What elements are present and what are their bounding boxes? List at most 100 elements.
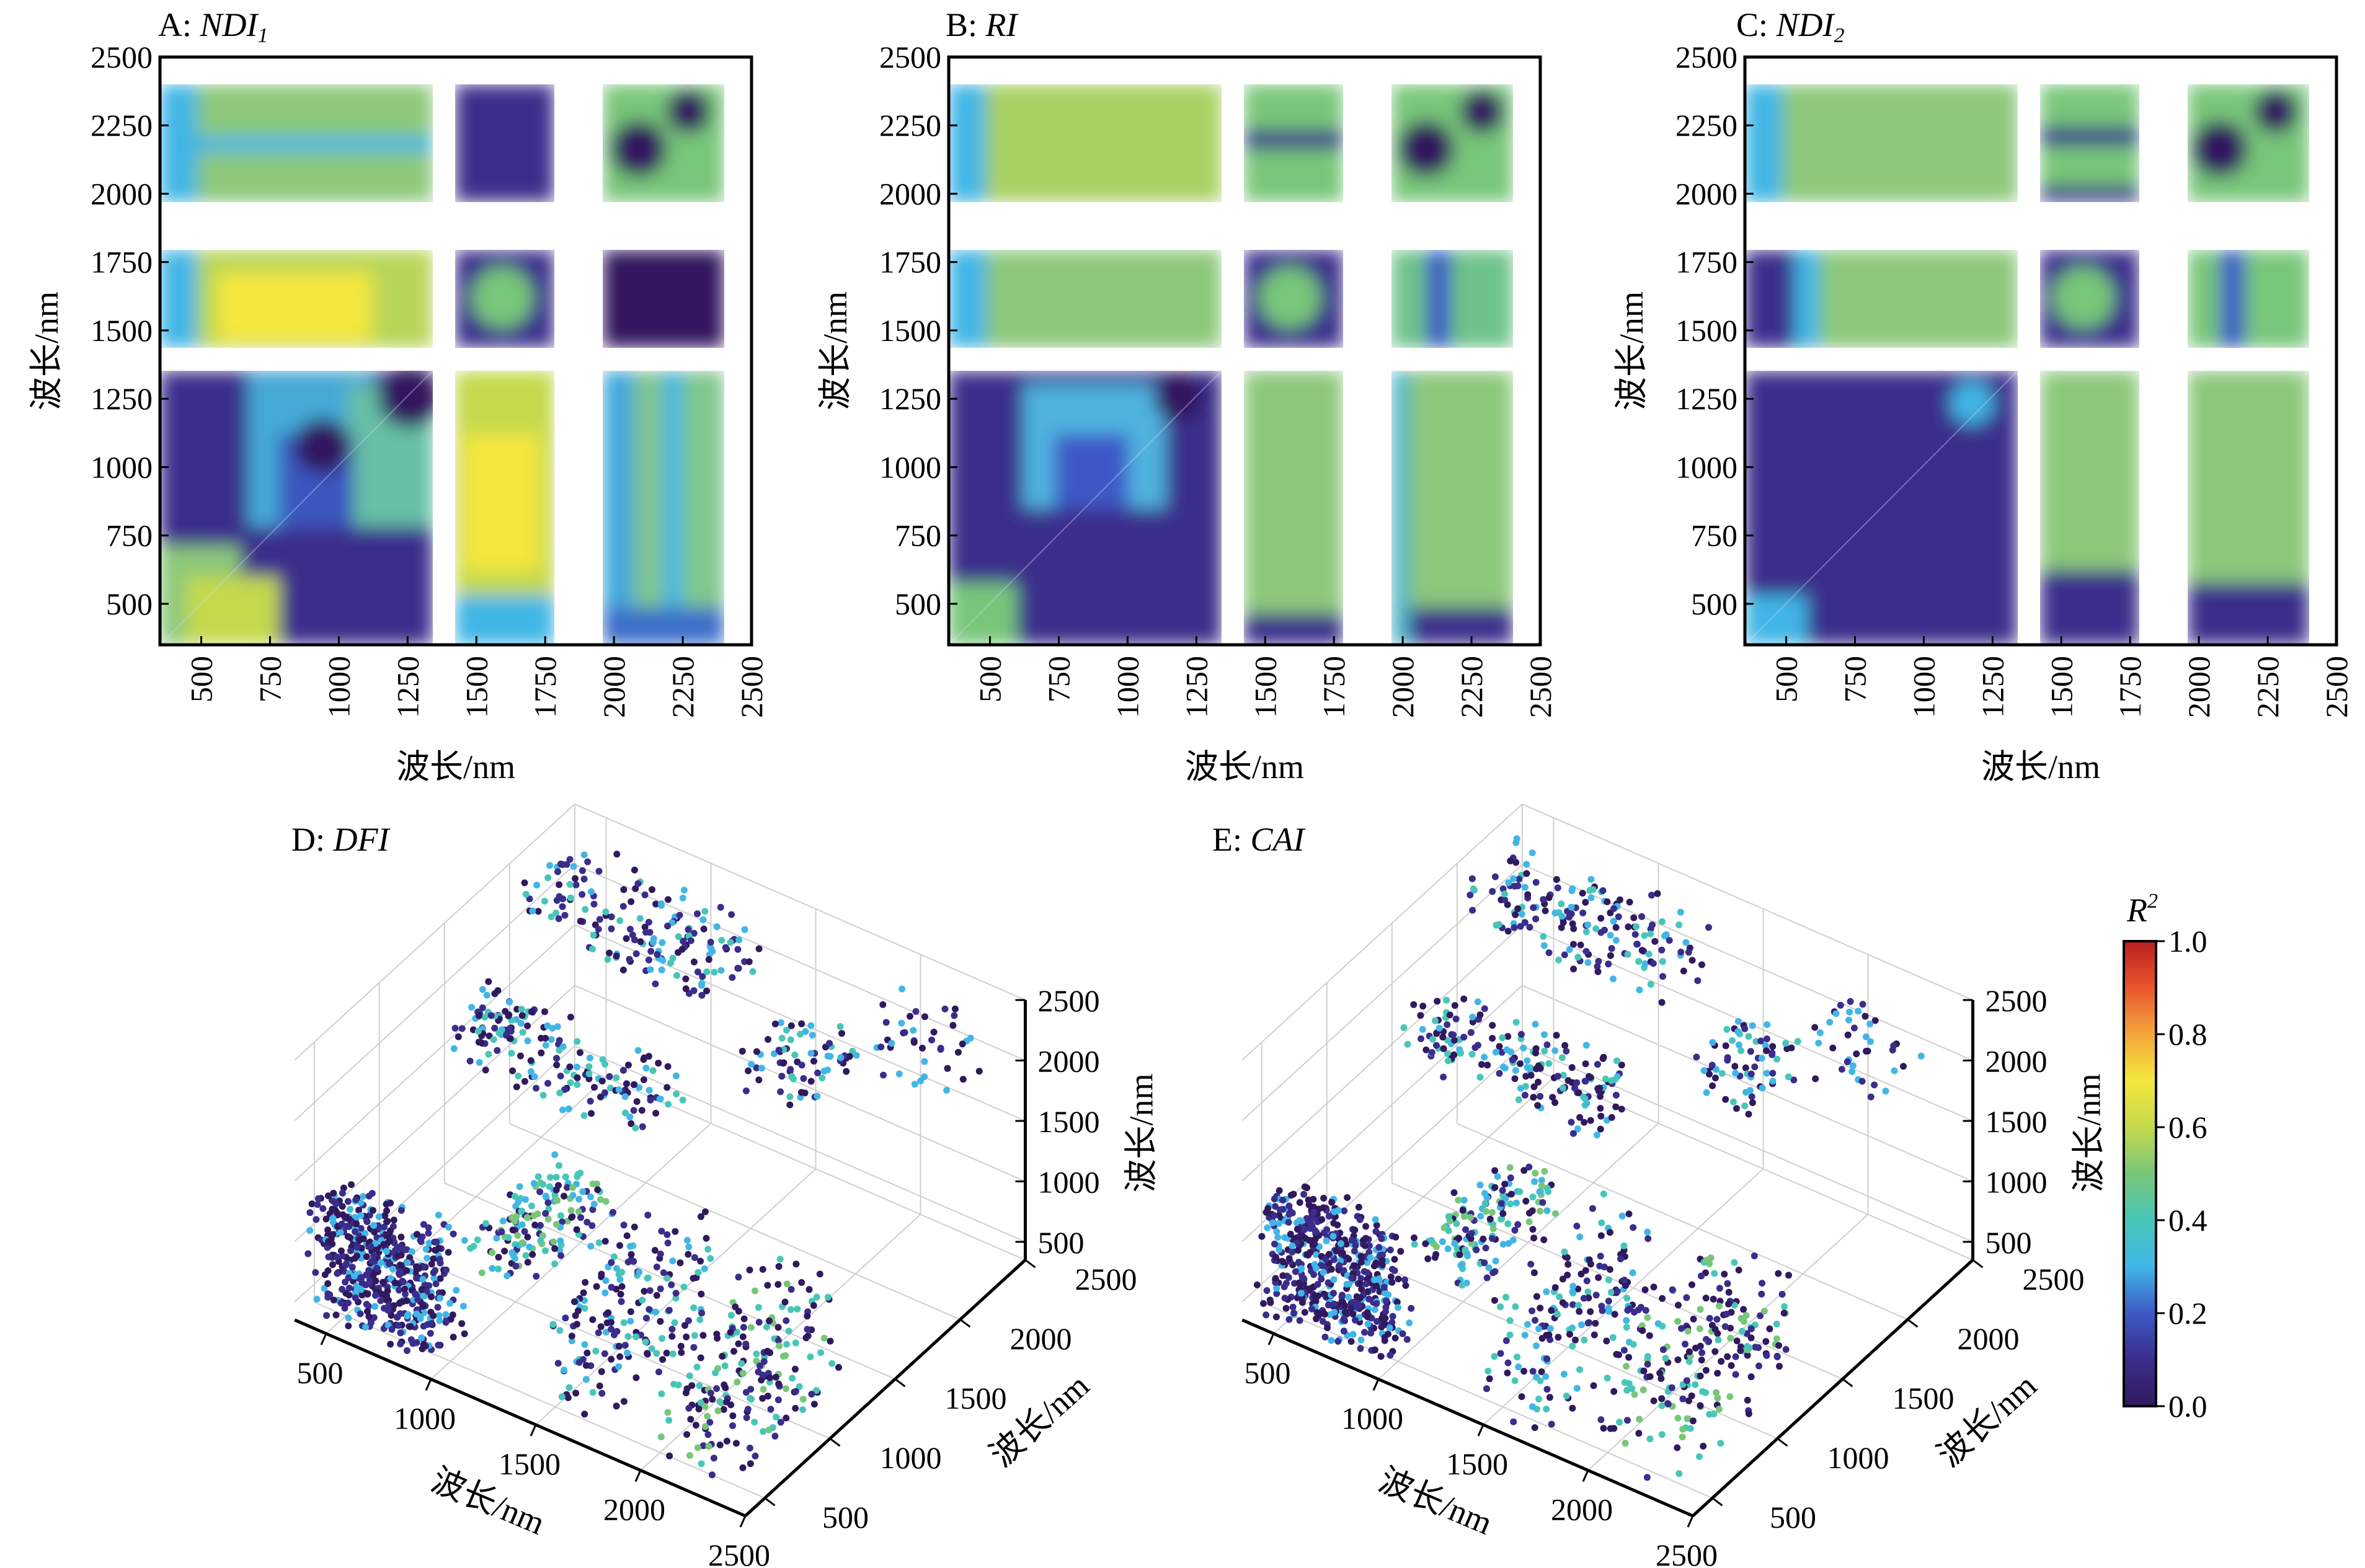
scatter-point (633, 1098, 641, 1105)
y-tick-label: 1000 (1675, 450, 1737, 484)
scatter-point (1285, 1255, 1293, 1262)
scatter-point (580, 875, 588, 883)
y-tick-mark (1777, 1437, 1788, 1447)
scatter-point (1351, 1247, 1358, 1255)
scatter-point (551, 1245, 559, 1252)
scatter-point (366, 1279, 373, 1287)
scatter-point (1552, 1210, 1559, 1217)
scatter-point (1347, 1304, 1355, 1312)
scatter-point (1529, 1194, 1537, 1201)
scatter-point (663, 1231, 671, 1238)
scatter-point (1289, 1303, 1297, 1311)
scatter-point (1674, 1414, 1682, 1422)
scatter-point (668, 1332, 676, 1340)
scatter-point (1458, 1282, 1466, 1289)
scatter-point (442, 1319, 450, 1326)
scatter-point (1320, 1195, 1328, 1202)
y-tick-mark (894, 1378, 906, 1388)
scatter-point (1322, 1256, 1329, 1263)
scatter-point (620, 886, 628, 893)
x-tick-label: 1750 (528, 656, 562, 718)
scatter-point (641, 891, 649, 898)
scatter-point (1320, 1269, 1327, 1276)
scatter-point (337, 1229, 344, 1236)
scatter-point (589, 1389, 597, 1396)
scatter-point (1613, 1057, 1621, 1065)
scatter-point (1734, 1028, 1742, 1035)
scatter-point (1829, 1044, 1837, 1052)
scatter-point (1605, 1304, 1612, 1312)
scatter-point (1597, 1105, 1604, 1112)
scatter-point (1625, 1210, 1633, 1218)
scatter-point (408, 1248, 415, 1256)
scatter-point (807, 1050, 815, 1057)
scatter-point (306, 1209, 314, 1216)
scatter-point (630, 1107, 637, 1114)
scatter-point (1837, 1001, 1844, 1009)
scatter-point (380, 1241, 388, 1248)
scatter-point (1598, 1219, 1605, 1226)
scatter-point (1534, 1102, 1542, 1109)
scatter-point (1348, 1236, 1356, 1244)
scatter-point (1333, 1247, 1340, 1255)
scatter-point (669, 1257, 677, 1265)
scatter-point (567, 1207, 575, 1214)
scatter-point (783, 1027, 790, 1034)
scatter-point (1532, 915, 1540, 923)
scatter-point (339, 1203, 346, 1210)
y-axis-label: 波长/nm (28, 291, 65, 410)
scatter-point (1320, 1309, 1328, 1317)
scatter-point (1295, 1279, 1303, 1287)
grid-line (574, 803, 1026, 1001)
scatter-point (1715, 1406, 1723, 1413)
scatter-point (1592, 925, 1600, 932)
scatter-point (1844, 1031, 1852, 1039)
scatter-point (572, 1389, 580, 1397)
scatter-point (880, 1071, 887, 1079)
scatter-point (910, 1039, 918, 1046)
scatter-point (1392, 1233, 1400, 1241)
scatter-point (719, 1353, 726, 1360)
scatter-point (1391, 1267, 1398, 1274)
scatter-point (827, 1337, 834, 1345)
scatter-point (1599, 1055, 1607, 1062)
scatter-point (1310, 1195, 1317, 1203)
scatter-point (1625, 1353, 1633, 1361)
scatter-point (1635, 1306, 1642, 1314)
scatter-point (362, 1324, 369, 1331)
y-tick-label: 1500 (91, 313, 153, 348)
scatter-point (792, 1260, 800, 1268)
scatter-point (1727, 1334, 1734, 1342)
scatter-point (734, 946, 742, 953)
x-tick-label: 2500 (734, 656, 769, 718)
scatter-point (1411, 1234, 1418, 1241)
scatter-point (1460, 1197, 1468, 1204)
scatter-point (598, 1368, 605, 1375)
scatter-point (394, 1314, 401, 1321)
scatter-point (1497, 1303, 1504, 1311)
y-tick-mark (959, 1318, 971, 1328)
scatter-point (1520, 1044, 1527, 1052)
scatter-point (1845, 1016, 1853, 1024)
scatter-point (1759, 1084, 1766, 1092)
scatter-point (1361, 1242, 1369, 1249)
scatter-point (1580, 1295, 1587, 1302)
scatter-point (1612, 1091, 1620, 1099)
scatter-point (1605, 1276, 1612, 1283)
scatter-point (949, 1022, 957, 1029)
scatter-point (843, 1068, 850, 1075)
scatter-point (642, 1065, 650, 1072)
scatter-point (507, 1035, 514, 1042)
scatter-point (735, 1308, 742, 1315)
scatter-point (1582, 1078, 1589, 1085)
scatter-point (740, 1315, 748, 1322)
scatter-point (1617, 1256, 1624, 1262)
scatter-point (1867, 1093, 1875, 1101)
scatter-point (660, 1269, 667, 1277)
y-axis-label: 波长/nm (817, 291, 854, 410)
scatter-point (1340, 1327, 1347, 1335)
y-axis-line (1692, 1259, 1974, 1517)
scatter-point (573, 1321, 580, 1328)
scatter-point (402, 1290, 409, 1298)
